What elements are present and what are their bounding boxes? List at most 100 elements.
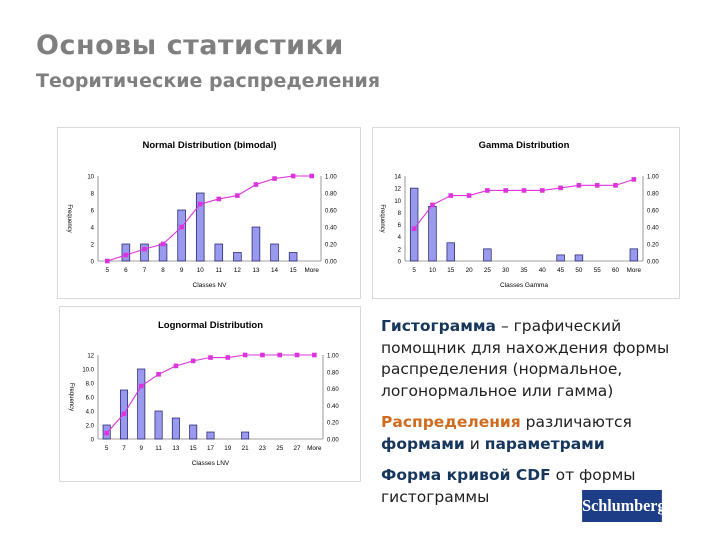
- cumulative-marker: [631, 177, 637, 182]
- y-axis-label: Frequency: [66, 204, 72, 232]
- histogram-bar: [241, 431, 250, 440]
- cumulative-marker: [594, 183, 600, 188]
- x-axis-label: Classes Gamma: [500, 282, 548, 289]
- histogram-term: Гистограмма: [381, 317, 497, 335]
- x-tick-label: 23: [259, 445, 267, 452]
- cumulative-marker: [138, 383, 144, 389]
- x-tick-label: 40: [539, 267, 547, 274]
- cumulative-marker: [294, 352, 300, 358]
- schlumberger-logo: Schlumberger: [582, 490, 680, 522]
- cumulative-line: [107, 175, 312, 262]
- x-tick-label: 17: [207, 445, 215, 452]
- cumulative-marker: [558, 185, 563, 191]
- histogram-bar: [556, 254, 565, 262]
- cumulative-marker: [123, 252, 129, 258]
- slide-subtitle: Теоритические распределения: [36, 70, 381, 92]
- y2-tick-label: 0.20: [325, 243, 337, 249]
- histogram-bar: [574, 254, 584, 262]
- x-tick-label: 21: [242, 445, 250, 452]
- histogram-paragraph: Гистограмма – графический помощник для н…: [381, 316, 701, 402]
- x-tick-label: 11: [155, 445, 162, 452]
- y-tick-label: 12: [87, 354, 94, 360]
- cumulative-marker: [216, 196, 222, 202]
- x-tick-label: 13: [252, 267, 260, 274]
- y2-tick-label: 0.80: [647, 192, 659, 198]
- y2-tick-label: 0.40: [327, 404, 339, 410]
- histogram-definition: – графический помощник для нахождения фо…: [381, 317, 670, 400]
- x-tick-label: 11: [216, 267, 223, 274]
- x-tick-label: 7: [143, 267, 147, 274]
- y-tick-label: 12: [394, 187, 401, 193]
- cumulative-marker: [253, 182, 259, 187]
- x-tick-label: 55: [594, 267, 602, 274]
- lognormal-distribution-chart: Lognormal Distribution 0 2.0 4.0 6.0 8.0 10.0 1…: [59, 306, 361, 482]
- y-axis-label: Frequency: [379, 204, 385, 232]
- distributions-mid: различаются: [520, 413, 632, 431]
- histogram-bar: [158, 243, 168, 262]
- y2-tick-label: 1.00: [325, 175, 337, 181]
- y-tick-label: 8: [91, 192, 95, 198]
- slide-title: Основы статистики: [36, 30, 344, 61]
- cumulative-marker: [173, 363, 179, 369]
- x-tick-label: 50: [575, 267, 583, 274]
- y2-tick-label: 0.20: [647, 243, 659, 249]
- x-tick-label: 6: [124, 267, 128, 274]
- chart-title: Lognormal Distribution: [158, 320, 263, 331]
- x-tick-label: 10: [429, 267, 437, 274]
- cumulative-marker: [411, 226, 417, 231]
- y-tick-label: 10: [87, 175, 94, 181]
- x-tick-label: 12: [234, 267, 242, 274]
- y2-tick-label: 0.80: [327, 370, 339, 376]
- histogram-bar: [629, 248, 639, 262]
- cumulative-marker: [197, 201, 203, 207]
- cumulative-marker: [448, 193, 454, 198]
- x-tick-label: 5: [106, 267, 110, 274]
- y-tick-label: 8: [398, 211, 402, 217]
- x-axis-label: Classes LNV: [192, 460, 230, 467]
- cumulative-marker: [235, 193, 240, 198]
- x-tick-label: More: [627, 267, 642, 274]
- cdf-paragraph: Форма кривой CDF от формы гистограммы: [381, 465, 701, 508]
- y-axis-label: Frequency: [68, 383, 74, 411]
- distributions-paragraph: Распределения различаются формами и пара…: [381, 412, 701, 455]
- y2-tick-label: 1.00: [647, 175, 659, 181]
- y-tick-label: 4.0: [86, 410, 95, 416]
- cumulative-marker: [485, 188, 490, 193]
- y-tick-label: 0: [91, 260, 95, 266]
- x-tick-label: 9: [180, 267, 184, 274]
- gamma-distribution-chart: Gamma Distribution 0 2 4 6 8 10 12 14 0.00 0.20 0.4…: [372, 127, 680, 299]
- cumulative-marker: [466, 193, 472, 198]
- cumulative-marker: [290, 173, 296, 179]
- cumulative-marker: [179, 224, 184, 230]
- histogram-bar: [206, 431, 215, 440]
- y2-tick-label: 0.60: [647, 209, 659, 215]
- y2-tick-label: 0.00: [647, 260, 659, 266]
- chart-title: Gamma Distribution: [479, 140, 570, 151]
- y-tick-label: 0: [398, 260, 402, 266]
- y2-tick-label: 0.60: [327, 387, 339, 393]
- x-tick-label: 10: [197, 267, 205, 274]
- y2-tick-label: 0.60: [325, 209, 337, 215]
- y-tick-label: 4: [398, 235, 402, 241]
- x-tick-label: More: [305, 267, 320, 274]
- histogram-bar: [214, 243, 224, 262]
- cumulative-line: [413, 178, 635, 230]
- x-tick-label: 7: [122, 445, 126, 452]
- histogram-bar: [137, 368, 146, 440]
- cumulative-marker: [613, 183, 618, 188]
- cumulative-marker: [309, 173, 315, 179]
- y2-tick-label: 0.80: [325, 192, 337, 198]
- cumulative-marker: [503, 188, 508, 193]
- histogram-bar: [288, 252, 298, 262]
- x-tick-label: 19: [224, 445, 232, 452]
- histogram-bar: [446, 242, 455, 262]
- cumulative-marker: [121, 411, 127, 417]
- histogram-bar: [140, 243, 149, 262]
- normal-distribution-svg: Normal Distribution (bimodal) 0 2 4 6 8 10 0.00…: [66, 140, 337, 289]
- x-tick-label: More: [307, 445, 322, 452]
- y2-tick-label: 0.40: [325, 226, 337, 232]
- x-tick-label: 30: [502, 267, 510, 274]
- histogram-bar: [428, 206, 437, 262]
- x-tick-label: 45: [557, 267, 565, 274]
- x-tick-label: 5: [105, 445, 109, 452]
